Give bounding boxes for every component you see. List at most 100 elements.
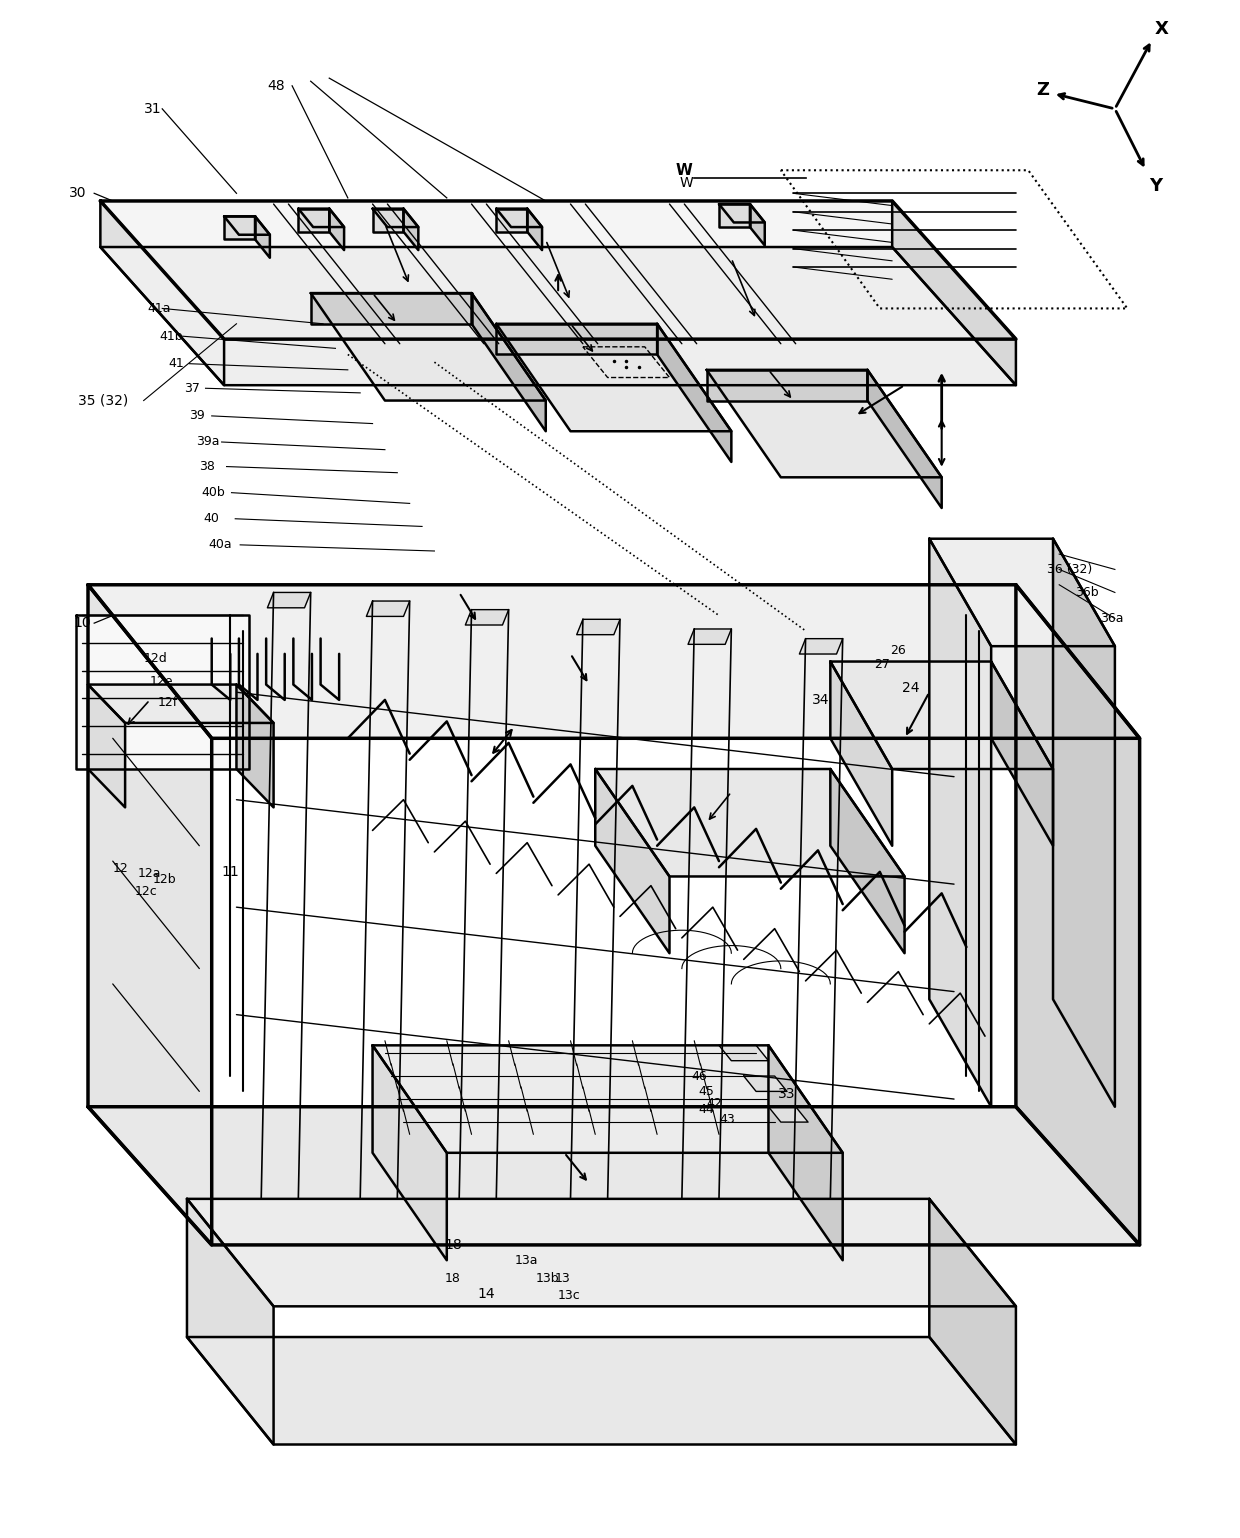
Text: 41a: 41a [148,301,171,315]
Text: 27: 27 [874,658,889,671]
Text: 13a: 13a [515,1253,538,1267]
Text: 12a: 12a [138,867,161,880]
Polygon shape [465,609,508,624]
Polygon shape [224,217,270,235]
Polygon shape [893,201,1016,384]
Polygon shape [769,1046,843,1260]
Text: 30: 30 [69,186,87,200]
Text: 12d: 12d [144,652,167,664]
Polygon shape [100,201,224,384]
Polygon shape [100,248,1016,384]
Polygon shape [311,294,471,325]
Polygon shape [496,325,732,431]
Polygon shape [707,369,941,477]
Polygon shape [769,1107,808,1123]
Polygon shape [719,1046,769,1061]
Text: 45: 45 [698,1084,714,1098]
Polygon shape [750,205,765,246]
Text: 12c: 12c [135,886,157,898]
Text: 41: 41 [169,357,185,371]
Text: 13b: 13b [536,1272,559,1286]
Text: 10: 10 [73,617,91,631]
Text: 36b: 36b [1075,586,1099,598]
Polygon shape [100,201,1016,340]
Polygon shape [595,769,670,954]
Text: 31: 31 [144,102,161,115]
Polygon shape [800,638,843,654]
Text: 38: 38 [200,460,216,474]
Polygon shape [744,1077,787,1092]
Text: 39: 39 [190,409,205,423]
Polygon shape [657,325,732,461]
Polygon shape [929,538,1115,646]
Text: 37: 37 [185,381,201,395]
Polygon shape [187,1198,274,1444]
Polygon shape [187,1337,1016,1444]
Text: 18: 18 [444,1238,463,1252]
Polygon shape [366,601,409,617]
Text: 26: 26 [890,644,905,657]
Text: 18: 18 [444,1272,460,1286]
Text: 33: 33 [779,1087,796,1101]
Polygon shape [595,769,904,877]
Polygon shape [372,209,418,228]
Polygon shape [527,209,542,251]
Text: 36 (32): 36 (32) [1047,563,1092,575]
Text: 12e: 12e [150,675,174,687]
Polygon shape [88,684,274,723]
Polygon shape [1016,584,1140,1244]
Polygon shape [255,217,270,258]
Polygon shape [831,661,893,846]
Polygon shape [330,209,343,251]
Polygon shape [88,684,125,807]
Polygon shape [719,205,750,228]
Text: 48: 48 [268,78,285,92]
Polygon shape [237,684,274,807]
Polygon shape [268,592,311,608]
Text: 36a: 36a [1100,612,1123,624]
Polygon shape [688,629,732,644]
Text: 12b: 12b [153,874,176,886]
Text: 11: 11 [222,864,239,878]
Text: 40b: 40b [202,486,226,500]
Polygon shape [577,620,620,635]
Text: 35 (32): 35 (32) [78,394,129,408]
Polygon shape [496,209,542,228]
Text: 12f: 12f [157,697,177,709]
Polygon shape [187,1198,1016,1306]
Polygon shape [496,325,657,354]
Text: 42: 42 [707,1097,723,1110]
Polygon shape [299,209,330,232]
Text: 44: 44 [698,1103,714,1117]
Polygon shape [496,209,527,232]
Polygon shape [88,1107,1140,1244]
Polygon shape [831,661,1053,769]
Text: 13: 13 [554,1272,570,1286]
Polygon shape [76,615,249,769]
Polygon shape [719,205,765,223]
Polygon shape [299,209,343,228]
Polygon shape [403,209,418,251]
Text: 34: 34 [812,694,830,707]
Text: Z: Z [1037,82,1049,100]
Text: 12: 12 [113,863,129,875]
Text: Y: Y [1149,177,1162,195]
Polygon shape [311,294,546,400]
Polygon shape [707,369,868,400]
Polygon shape [991,661,1053,846]
Polygon shape [372,209,403,232]
Polygon shape [831,769,904,954]
Text: W: W [680,175,693,189]
Text: 24: 24 [901,681,920,695]
Polygon shape [471,294,546,431]
Polygon shape [88,584,1140,738]
Polygon shape [1053,538,1115,1107]
Text: 43: 43 [719,1112,735,1126]
Text: W: W [676,163,693,178]
Polygon shape [868,369,941,508]
Text: 39a: 39a [196,435,219,449]
Text: 14: 14 [477,1287,495,1301]
Polygon shape [88,584,212,1244]
Text: 40: 40 [203,512,219,526]
Text: 40a: 40a [208,538,232,551]
